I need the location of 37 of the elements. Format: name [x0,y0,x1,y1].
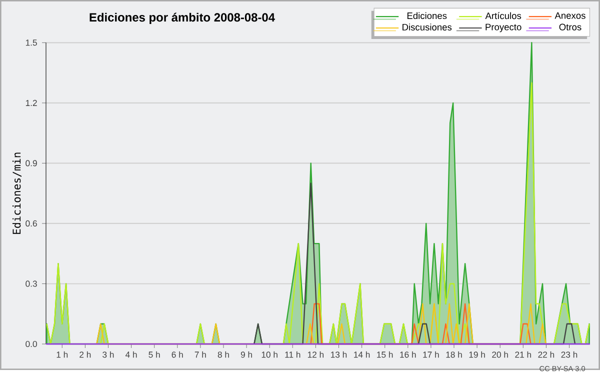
x-tick-label: 4 h [126,352,137,358]
x-tick-label: 13 h [331,352,347,358]
x-tick-label: 12 h [308,352,324,358]
x-tick-label: 20 h [492,352,508,358]
x-tick-label: 2 h [80,352,91,358]
y-axis-title: Ediciones/min [12,152,22,234]
x-tick-label: 7 h [194,352,206,358]
x-tick-label: 5 h [148,352,160,358]
y-tick-label: 0.9 [26,160,37,166]
x-tick-label: 6 h [172,352,183,358]
x-tick-label: 16 h [400,352,416,358]
x-tick-label: 1 h [56,352,68,358]
y-tick-label: 1.5 [26,40,37,46]
x-tick-label: 9 h [240,352,252,358]
x-tick-label: 8 h [218,352,229,358]
legend-label: Discusiones [402,24,452,31]
y-tick-label: 0.6 [26,220,37,227]
legend-label: Artículos [485,12,522,20]
x-tick-label: 22 h [538,352,554,358]
x-tick-label: 15 h [377,352,393,358]
legend-label: Anexos [554,12,586,20]
x-tick-label: 11 h [285,352,300,358]
x-tick-label: 21 h [515,352,531,358]
legend-label: Ediciones [407,12,447,20]
legend-label: Proyecto [486,24,522,32]
x-tick-label: 10 h [262,352,278,358]
y-tick-label: 1.2 [26,100,37,106]
x-tick-label: 18 h [446,352,462,358]
x-tick-label: 3 h [102,352,114,358]
y-tick-label: 0.0 [26,341,37,348]
y-tick-label: 0.3 [26,280,37,287]
x-tick-label: 19 h [469,352,485,358]
chart-title: Ediciones por ámbito 2008-08-04 [90,12,275,24]
legend-label: Otros [559,24,582,31]
x-tick-label: 14 h [354,352,370,358]
x-tick-label: 17 h [423,352,439,358]
x-tick-label: 23 h [561,352,578,358]
